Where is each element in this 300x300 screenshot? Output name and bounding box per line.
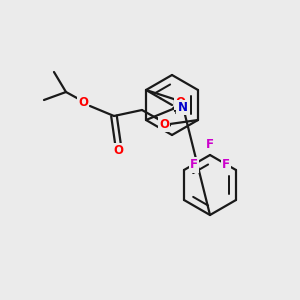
- Text: F: F: [190, 158, 198, 172]
- Text: O: O: [176, 96, 186, 109]
- Text: O: O: [113, 145, 123, 158]
- Text: N: N: [178, 101, 188, 114]
- Text: F: F: [206, 137, 214, 151]
- Text: F: F: [222, 158, 230, 172]
- Text: O: O: [159, 118, 169, 130]
- Text: O: O: [78, 97, 88, 110]
